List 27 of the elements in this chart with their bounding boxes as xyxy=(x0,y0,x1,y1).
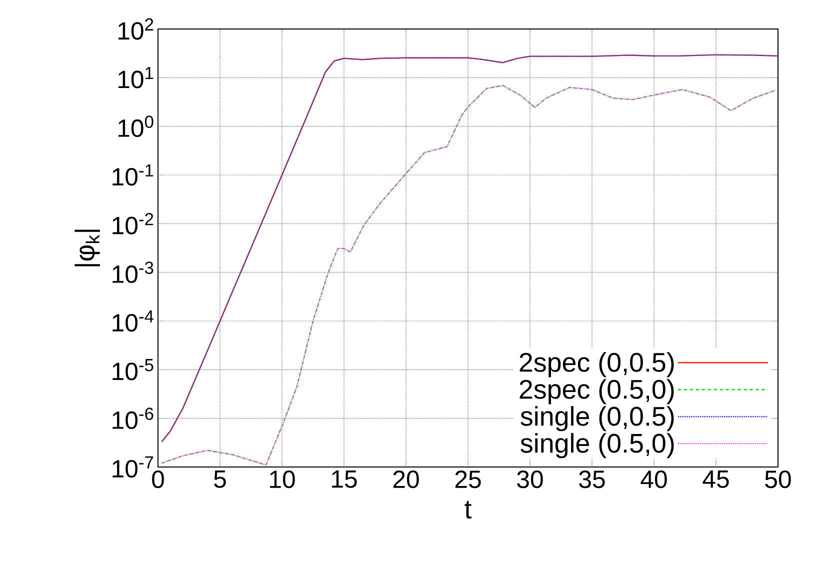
x-tick-label: 25 xyxy=(455,470,481,488)
x-tick-label: 0 xyxy=(152,470,164,488)
x-tick-label: 35 xyxy=(579,470,605,488)
x-tick-label: 10 xyxy=(270,470,295,488)
y-tick-label: 10$^{-4}$ xyxy=(112,310,154,332)
y-tick-label: 10$^{-2}$ xyxy=(112,212,154,234)
y-tick-label: 10$^{1}$ xyxy=(118,67,154,88)
x-tick-label: 50 xyxy=(765,470,791,488)
legend-label: single (0.5,0) xyxy=(520,433,674,458)
x-axis-title: t xyxy=(464,501,472,519)
y-tick-label: 10$^{-7}$ xyxy=(112,456,154,478)
y-tick-label: 10$^{-1}$ xyxy=(112,164,154,186)
x-tick-label: 30 xyxy=(517,470,543,488)
x-tick-label: 45 xyxy=(702,470,729,488)
y-tick-label: 10$^{-6}$ xyxy=(112,408,154,430)
y-tick-label: 10$^{-5}$ xyxy=(112,359,154,380)
legend-label: 2spec (0,0.5) xyxy=(520,352,674,378)
x-tick-label: 40 xyxy=(640,470,667,488)
x-tick-label: 5 xyxy=(214,470,226,488)
legend-label: 2spec (0.5,0) xyxy=(520,379,674,404)
y-axis-title: |φ$_{k}$| xyxy=(74,230,100,266)
y-tick-label: 10$^{2}$ xyxy=(118,18,154,40)
y-tick-label: 10$^{0}$ xyxy=(118,116,154,138)
x-tick-label: 15 xyxy=(332,470,357,488)
y-tick-label: 10$^{-3}$ xyxy=(112,262,154,284)
legend-label: single (0,0.5) xyxy=(520,406,674,432)
x-tick-label: 20 xyxy=(393,470,419,488)
